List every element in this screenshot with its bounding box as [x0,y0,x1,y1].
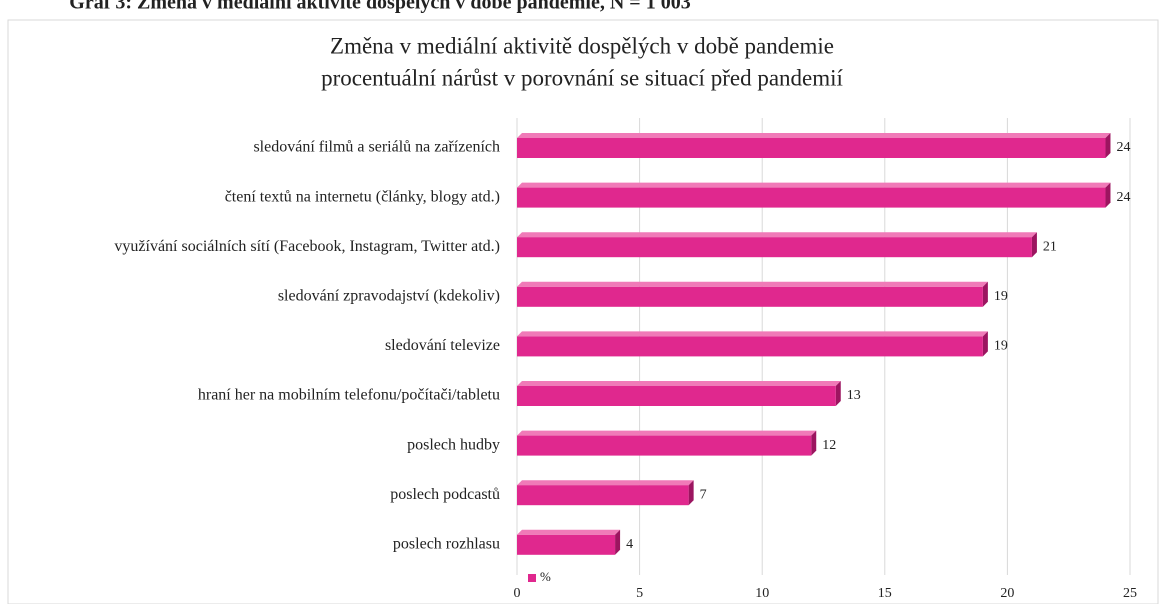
data-label: 24 [1116,140,1130,155]
bar-face [517,529,621,535]
y-tick-label: poslech podcastů [390,486,500,503]
bar [517,182,1111,208]
y-tick-label: čtení textů na internetu (články, blogy … [225,188,500,205]
data-label: 12 [822,438,836,453]
y-tick-label: poslech rozhlasu [393,535,500,552]
bar-face [1105,133,1111,158]
bar-face [517,534,616,555]
y-tick-label: hraní her na mobilním telefonu/počítači/… [198,387,500,404]
data-label: 7 [700,487,707,502]
legend-swatch [528,574,536,582]
bar [517,133,1111,158]
data-label: 13 [847,388,861,403]
data-label: 19 [994,289,1008,304]
bar-face [517,336,983,357]
bar-face [517,386,836,406]
bar-face [517,237,1032,258]
bar [517,529,621,555]
x-tick-label: 5 [636,586,643,601]
data-label: 4 [626,537,633,552]
x-tick-label: 25 [1123,586,1137,601]
x-tick-label: 15 [878,586,892,601]
data-label: 19 [994,339,1008,354]
bar-face [517,133,1111,138]
bar-face [517,331,988,337]
y-tick-label: poslech hudby [407,436,500,453]
bar-face [615,529,621,555]
bar-face [517,138,1106,158]
bar [517,281,988,307]
bar-face [835,381,841,406]
bar-face [517,430,817,436]
bar-face [517,232,1037,238]
y-tick-label: využívání sociálních sítí (Facebook, Ins… [114,238,500,255]
legend-label: % [540,569,551,584]
bar-face [811,430,817,456]
bar [517,430,817,456]
heading: Graf 3: Změna v mediální aktivitě dospěl… [69,0,690,14]
chart-title: Změna v mediální aktivitě dospělých v do… [330,33,834,58]
bar-face [517,480,694,486]
bar-face [517,435,812,456]
bar [517,480,694,506]
bar-face [982,281,988,307]
bar-face [517,187,1106,208]
data-label: 24 [1116,190,1130,205]
chart-frame [7,19,1159,604]
chart-subtitle: procentuální nárůst v porovnání se situa… [321,65,843,90]
bar-face [1105,182,1111,208]
bar-face [517,281,988,287]
bar-face [517,286,983,307]
bar-face [517,485,689,506]
y-tick-label: sledování filmů a seriálů na zařízeních [253,139,500,156]
y-tick-label: sledování televize [385,337,500,354]
bar-face [688,480,694,506]
x-tick-label: 10 [755,586,769,601]
bar [517,381,841,406]
bar-face [982,331,988,357]
x-tick-label: 0 [514,586,521,601]
bar [517,232,1037,258]
bar-face [517,381,841,386]
bar-face [1031,232,1037,258]
x-tick-label: 20 [1000,586,1014,601]
data-label: 21 [1043,239,1057,254]
y-tick-label: sledování zpravodajství (kdekoliv) [278,287,500,304]
bar [517,331,988,357]
bar-face [517,182,1111,188]
